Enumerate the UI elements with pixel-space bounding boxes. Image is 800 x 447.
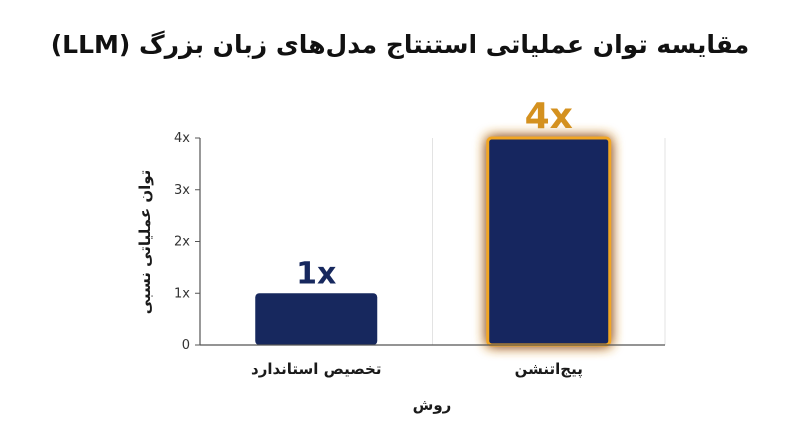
grid-lines xyxy=(432,138,666,345)
y-tick-label: 4x xyxy=(174,131,190,146)
y-tick-label: 1x xyxy=(174,286,190,301)
bar xyxy=(486,136,612,347)
y-tick-label: 3x xyxy=(174,183,190,198)
x-tick-label: تخصیص استاندارد xyxy=(251,360,381,378)
axes: 0 1x 2x 3x 4x xyxy=(174,131,665,353)
y-tick-label: 2x xyxy=(174,235,190,250)
labels: 1x تخصیص استاندارد 4x پیج‌اتنشن xyxy=(251,96,583,379)
data-label: 4x xyxy=(525,96,573,137)
bar xyxy=(255,293,378,345)
chart-title: مقایسه توان عملیاتی استنتاج مدل‌های زبان… xyxy=(50,30,750,59)
bars xyxy=(255,136,612,347)
y-axis-title: توان عملیاتی نسبی xyxy=(136,170,154,315)
data-label: 1x xyxy=(296,256,336,291)
y-tick-label: 0 xyxy=(182,338,190,353)
x-tick-label: پیج‌اتنشن xyxy=(515,360,583,379)
x-axis-title: روش xyxy=(413,396,452,414)
